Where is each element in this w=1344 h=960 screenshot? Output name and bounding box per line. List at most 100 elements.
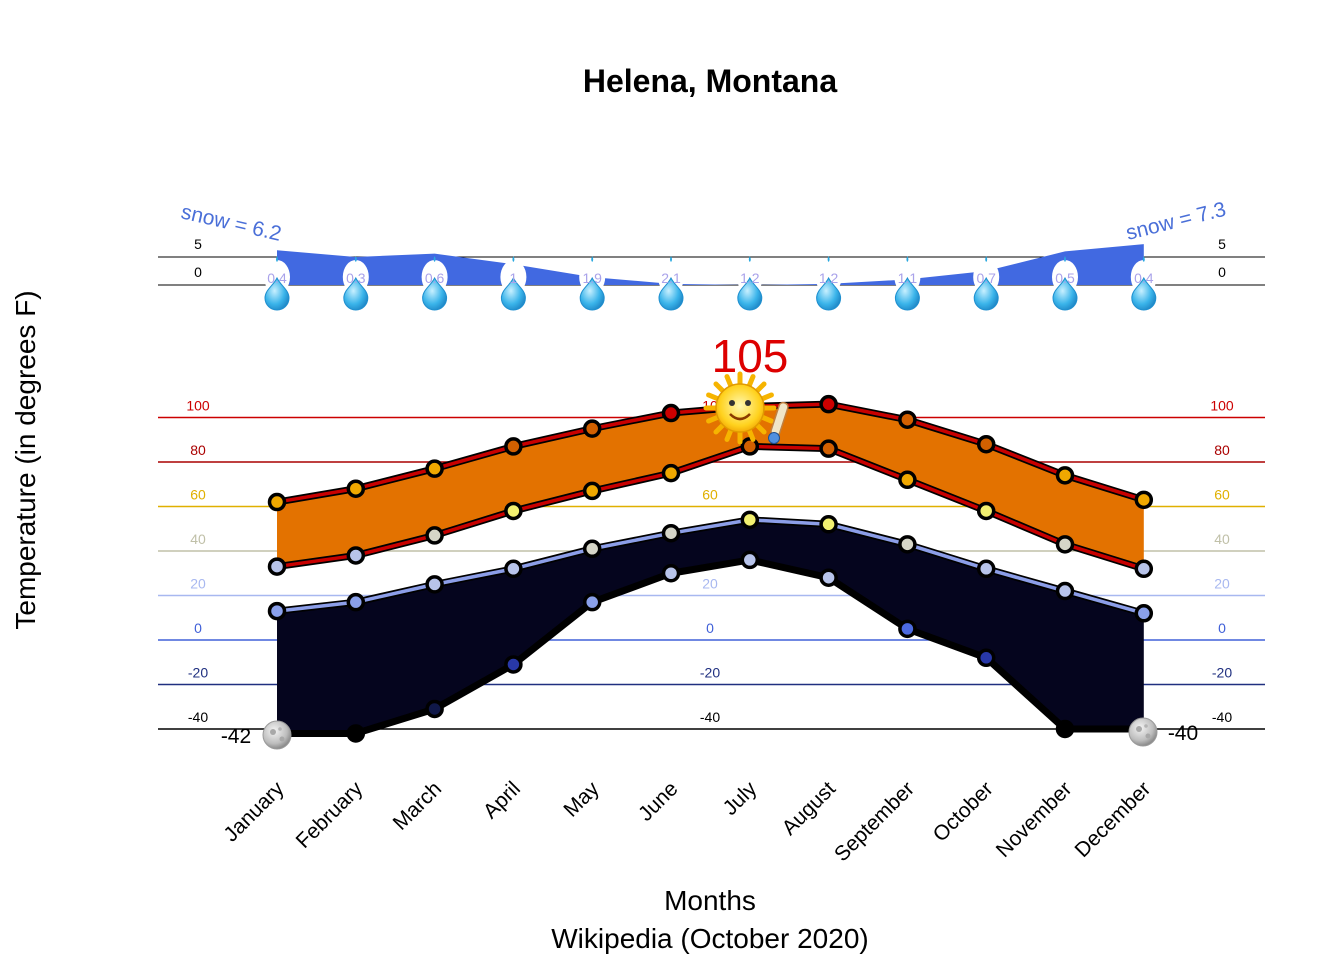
record-low-line [277, 558, 1144, 736]
moon-crater [270, 729, 276, 735]
data-point [267, 601, 287, 621]
data-point [1134, 490, 1154, 510]
y-tick-label-mid: 60 [702, 487, 718, 503]
data-point [661, 403, 681, 423]
raindrop-icon [343, 276, 369, 311]
x-tick-label: December [1071, 777, 1156, 862]
droplet-icon [670, 256, 672, 262]
data-point [346, 479, 366, 498]
moon-crater [278, 727, 282, 731]
x-tick-label: October [929, 777, 998, 846]
data-point [267, 557, 287, 576]
y-tick-label-mid: -40 [700, 709, 720, 725]
data-point [346, 546, 366, 565]
y-tick-label-left: 40 [190, 531, 206, 547]
data-point [976, 648, 996, 668]
sun-smile [729, 413, 751, 421]
snow-tick-label-right: 0 [1218, 264, 1226, 280]
data-point [898, 619, 917, 639]
data-point [582, 419, 602, 438]
data-point [740, 437, 760, 456]
y-tick-label-right: 40 [1214, 531, 1230, 547]
x-tick-label: January [219, 777, 288, 846]
data-point [425, 526, 444, 545]
data-point [740, 550, 760, 570]
data-point [425, 699, 444, 719]
y-tick-label-left: 20 [190, 576, 206, 592]
record-low-label-left: -42 [221, 725, 251, 748]
x-tick-label: February [292, 777, 368, 853]
precip-label: 0.4 [1134, 270, 1154, 286]
precip-label: 2.1 [661, 270, 681, 286]
data-point [1134, 604, 1154, 623]
raindrop-icon [737, 276, 763, 311]
data-point [976, 434, 996, 454]
data-point [661, 564, 681, 583]
raindrop-icon [264, 276, 290, 311]
data-point [1055, 719, 1075, 739]
data-point [661, 523, 681, 543]
chart-caption: Wikipedia (October 2020) [551, 923, 868, 954]
record-high-label: 105 [712, 330, 789, 382]
mean-low-line [276, 518, 1145, 615]
droplet-icon [1142, 256, 1145, 262]
y-axis-title: Temperature (in degrees F) [10, 290, 41, 629]
y-tick-label-right: -20 [1212, 665, 1232, 681]
sun-eye [745, 400, 751, 406]
droplet-icon [827, 256, 830, 262]
data-point [425, 575, 444, 594]
data-point [582, 481, 602, 501]
raindrop-icon [500, 276, 526, 311]
snow-tick-label-right: 5 [1218, 236, 1226, 252]
precip-label: 0.7 [976, 270, 996, 286]
x-tick-label: April [479, 777, 525, 823]
data-point [504, 655, 523, 674]
thermometer-bulb [768, 432, 780, 444]
data-point [582, 592, 602, 612]
data-point [1055, 535, 1075, 554]
y-tick-label-right: -40 [1212, 709, 1232, 725]
x-tick-label: August [778, 777, 841, 840]
snow-tick-label-left: 5 [194, 236, 202, 252]
raindrop-icon [422, 276, 448, 311]
moon-crater [279, 736, 285, 742]
x-axis-title: Months [664, 885, 756, 916]
moon-face [262, 720, 292, 750]
x-tick-label: September [830, 777, 919, 866]
snow-label-right: snow = 7.3 [1124, 198, 1229, 245]
droplet-icon [433, 256, 436, 262]
data-point [819, 439, 838, 458]
droplet-icon [591, 256, 594, 262]
y-tick-label-left: -40 [188, 709, 208, 725]
data-point [346, 724, 366, 743]
data-point [819, 568, 838, 587]
moon-crater [1145, 733, 1151, 739]
data-point [976, 559, 996, 579]
droplet-icon [985, 256, 988, 262]
y-tick-label-left: 0 [194, 620, 202, 636]
precip-label: 1 [510, 270, 518, 286]
data-point [898, 410, 917, 429]
moon-crater [1136, 726, 1142, 732]
data-point [346, 592, 366, 612]
y-tick-label-right: 60 [1214, 487, 1230, 503]
y-tick-label-right: 0 [1218, 620, 1226, 636]
raindrop-icon [579, 276, 605, 311]
snow-tick-label-left: 0 [194, 264, 202, 280]
temperature-points [267, 394, 1154, 743]
data-point [819, 515, 838, 534]
y-tick-label-right: 20 [1214, 576, 1230, 592]
precip-label: 1.1 [898, 270, 918, 286]
snowfall-area-shape [277, 244, 1144, 285]
raindrop-icon [1052, 276, 1078, 311]
data-point [898, 470, 917, 490]
data-point [1055, 581, 1075, 601]
warm-band [277, 404, 1144, 569]
data-point [898, 535, 917, 554]
y-tick-label-left: -20 [188, 665, 208, 681]
y-tick-label-right: 80 [1214, 442, 1230, 458]
precip-label: 0.5 [1055, 270, 1075, 286]
y-tick-label-left: 100 [186, 398, 210, 414]
